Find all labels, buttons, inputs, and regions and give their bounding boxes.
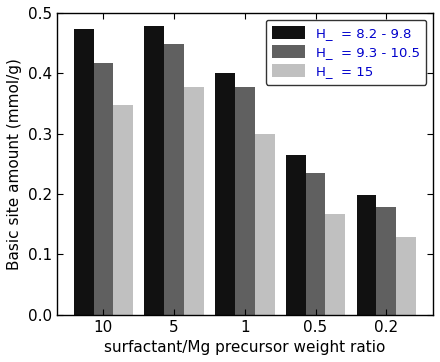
Y-axis label: Basic site amount (mmol/g): Basic site amount (mmol/g) — [7, 58, 22, 270]
Legend: H_  = 8.2 - 9.8, H_  = 9.3 - 10.5, H_  = 15: H_ = 8.2 - 9.8, H_ = 9.3 - 10.5, H_ = 15 — [266, 20, 426, 85]
Bar — [326, 214, 345, 315]
Bar — [396, 237, 416, 315]
Bar — [356, 194, 376, 315]
Bar — [184, 87, 204, 315]
Bar — [74, 29, 94, 315]
Bar — [94, 63, 114, 315]
Bar — [144, 26, 164, 315]
Bar — [164, 44, 184, 315]
Bar — [255, 134, 275, 315]
Bar — [235, 87, 255, 315]
Bar — [306, 173, 326, 315]
Bar — [215, 73, 235, 315]
Bar — [376, 207, 396, 315]
Bar — [114, 105, 133, 315]
Bar — [286, 155, 306, 315]
X-axis label: surfactant/Mg precursor weight ratio: surfactant/Mg precursor weight ratio — [104, 340, 385, 355]
